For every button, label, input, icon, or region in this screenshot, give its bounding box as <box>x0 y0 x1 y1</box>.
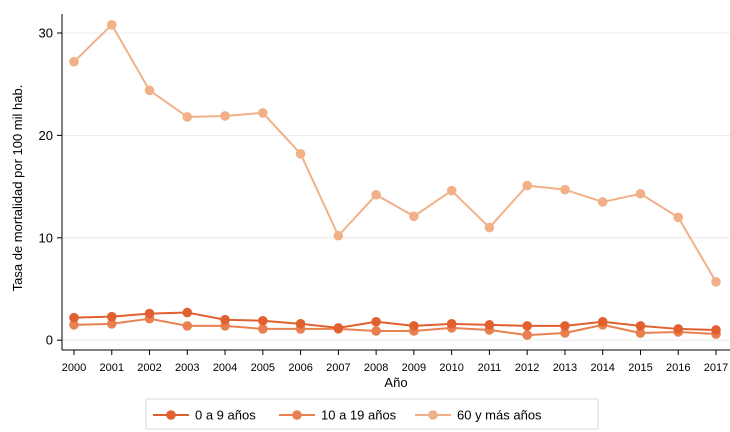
series-line <box>73 317 717 337</box>
data-point <box>673 212 684 223</box>
legend-item: 60 y más años <box>415 408 542 423</box>
y-tick-label: 20 <box>39 128 53 143</box>
x-tick-label: 2015 <box>628 362 652 374</box>
legend-marker <box>166 410 176 420</box>
data-point <box>635 321 646 331</box>
series-2 <box>69 313 721 340</box>
data-point <box>333 230 344 241</box>
data-point <box>144 85 155 96</box>
data-point <box>635 188 646 199</box>
data-point <box>711 277 721 287</box>
data-point <box>409 321 419 331</box>
x-tick-label: 2016 <box>666 362 690 374</box>
x-tick-label: 2009 <box>402 362 426 374</box>
legend-marker <box>292 410 302 420</box>
data-point <box>522 330 532 340</box>
data-point <box>182 112 193 122</box>
data-point <box>333 323 344 333</box>
data-point <box>560 184 570 195</box>
data-point <box>446 185 457 196</box>
data-point <box>144 308 155 319</box>
data-point <box>597 316 608 327</box>
gridlines <box>62 32 730 341</box>
data-point <box>182 307 193 318</box>
y-axis-title: Tasa de mortalidad por 100 mil hab. <box>10 85 25 292</box>
data-point <box>69 320 79 330</box>
data-point <box>258 108 268 118</box>
x-tick-label: 2017 <box>704 362 728 374</box>
legend-item: 10 a 19 años <box>279 408 397 423</box>
data-point <box>182 321 193 331</box>
legend: 0 a 9 años 10 a 19 años 60 y más años <box>153 408 542 423</box>
x-tick-label: 2010 <box>439 362 463 374</box>
x-tick-label: 2006 <box>288 362 312 374</box>
legend-label: 60 y más años <box>457 408 542 423</box>
x-tick-label: 2008 <box>364 362 388 374</box>
x-tick-label: 2004 <box>213 362 237 374</box>
legend-item: 0 a 9 años <box>153 408 256 423</box>
data-point <box>106 311 117 322</box>
data-point <box>446 319 457 329</box>
y-axis-ticks: 0 10 20 30 <box>39 26 62 348</box>
x-tick-label: 2001 <box>100 362 124 374</box>
data-point <box>560 328 570 338</box>
data-point <box>371 189 381 200</box>
data-point <box>220 314 230 325</box>
series-line <box>73 23 717 283</box>
series-1 <box>69 307 721 335</box>
data-point <box>484 222 495 233</box>
legend-marker <box>428 410 438 420</box>
data-point <box>522 180 532 191</box>
data-point <box>295 319 306 329</box>
data-point <box>635 328 646 338</box>
x-tick-label: 2005 <box>251 362 275 374</box>
y-tick-label: 10 <box>39 230 53 245</box>
data-point <box>371 326 381 336</box>
y-tick-label: 0 <box>46 333 53 348</box>
data-point <box>258 324 268 334</box>
x-tick-label: 2011 <box>478 362 502 374</box>
x-tick-label: 2000 <box>62 362 86 374</box>
x-tick-label: 2007 <box>326 362 350 374</box>
data-point <box>522 321 532 331</box>
data-point <box>106 20 117 30</box>
series-lines <box>69 20 721 340</box>
x-axis-title: Año <box>384 375 407 390</box>
data-point <box>484 320 495 330</box>
data-point <box>560 321 570 331</box>
x-axis-ticks: 2000 2001 2002 2003 2004 2005 2006 2007 2008 2009… <box>62 350 728 374</box>
y-tick-label: 30 <box>39 26 53 41</box>
x-tick-label: 2012 <box>515 362 539 374</box>
data-point <box>69 56 79 67</box>
data-point <box>69 312 79 323</box>
legend-box <box>145 398 599 430</box>
data-point <box>371 316 381 327</box>
series-line <box>73 311 717 331</box>
data-point <box>295 149 306 159</box>
x-tick-label: 2013 <box>553 362 577 374</box>
series-3 <box>69 20 721 287</box>
data-point <box>673 324 684 334</box>
x-tick-label: 2003 <box>175 362 199 374</box>
legend-label: 10 a 19 años <box>321 408 397 423</box>
data-point <box>220 111 230 121</box>
x-tick-label: 2014 <box>590 362 614 374</box>
legend-label: 0 a 9 años <box>195 408 256 423</box>
data-point <box>409 211 419 222</box>
data-point <box>258 315 268 326</box>
data-point <box>597 197 608 207</box>
x-tick-label: 2002 <box>137 362 161 374</box>
data-point <box>106 319 117 329</box>
data-point <box>711 325 721 335</box>
